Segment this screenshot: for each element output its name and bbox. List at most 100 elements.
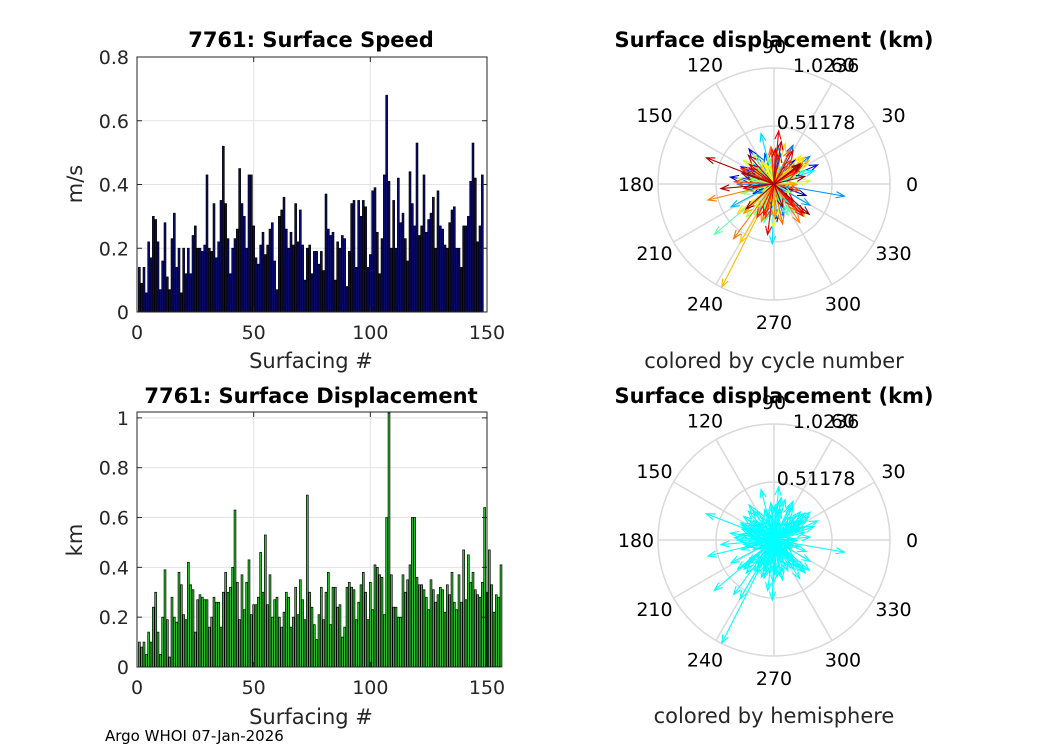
bar	[198, 247, 202, 313]
bar	[411, 517, 414, 668]
vector-arrowhead	[739, 165, 750, 174]
bar	[350, 203, 353, 313]
bar	[462, 549, 465, 668]
bar	[441, 228, 444, 313]
bar	[250, 614, 253, 668]
bar	[380, 576, 384, 668]
bar	[392, 606, 395, 668]
vector-arrowhead	[729, 199, 740, 208]
bar	[406, 260, 409, 313]
bar	[427, 219, 430, 313]
bar	[156, 241, 160, 313]
vector-arrowhead	[790, 541, 801, 549]
bar	[231, 567, 234, 668]
bar	[163, 222, 167, 313]
angle-tick-label: 150	[636, 105, 672, 127]
bar	[329, 624, 332, 668]
bar	[194, 631, 197, 668]
bar	[180, 292, 183, 313]
angle-tick-label: 60	[831, 410, 855, 432]
bar	[159, 654, 162, 668]
displacement-vector	[773, 539, 797, 542]
bar	[224, 571, 227, 668]
bar	[240, 203, 244, 313]
vector-arrowhead	[787, 536, 799, 544]
bar	[481, 581, 484, 668]
bar	[462, 225, 465, 313]
x-tick-label: 100	[352, 677, 388, 699]
radius-tick-label: 0.51178	[777, 468, 856, 490]
displacement-vector	[767, 539, 775, 591]
bar	[152, 606, 155, 668]
polar-cycle-chart: Surface displacement (km) colored by cyc…	[614, 28, 933, 373]
bar	[250, 174, 253, 313]
bar	[327, 228, 330, 313]
bar	[247, 174, 251, 313]
displacement-vector	[773, 519, 801, 541]
vector-arrowhead	[713, 582, 723, 592]
bar	[394, 247, 398, 313]
bar	[357, 200, 360, 313]
bar	[378, 273, 381, 313]
bar	[212, 596, 216, 668]
bar	[254, 604, 258, 668]
vector-arrowhead	[736, 561, 747, 571]
bar	[184, 619, 188, 668]
vector-arrowhead	[776, 198, 784, 209]
displacement-vector	[761, 160, 775, 185]
bar	[492, 611, 496, 668]
bar	[371, 609, 374, 668]
vector-arrowhead	[801, 178, 812, 186]
bar	[411, 203, 414, 313]
bar	[425, 596, 428, 668]
bar	[275, 289, 279, 313]
polar-hemisphere-caption: colored by hemisphere	[654, 704, 895, 728]
bar	[226, 591, 230, 668]
displacement-vector	[773, 148, 776, 185]
bar	[215, 601, 218, 668]
bar	[371, 190, 374, 313]
displacement-bar-chart: 7761: Surface Displacement Surfacing # k…	[63, 384, 505, 729]
vector-arrowhead	[776, 554, 784, 565]
bar	[383, 174, 386, 313]
bar	[467, 554, 470, 668]
bar	[434, 601, 437, 668]
bar	[476, 241, 479, 313]
vector-arrowhead	[796, 170, 807, 178]
bars	[138, 94, 484, 313]
bar	[310, 606, 314, 668]
bar	[429, 579, 433, 668]
bar	[154, 591, 157, 668]
vector-arrowhead	[804, 525, 816, 533]
bar	[198, 594, 202, 668]
vector-arrowhead	[748, 163, 758, 173]
bar	[243, 216, 246, 313]
bar	[257, 263, 260, 313]
angle-tick-label: 300	[825, 650, 861, 672]
vector-arrowhead	[782, 504, 791, 516]
vector-arrowhead	[792, 569, 801, 581]
displacement-vector	[773, 141, 782, 185]
bar	[289, 231, 293, 313]
bar	[268, 574, 272, 668]
bar	[170, 238, 174, 313]
bar	[163, 569, 167, 668]
bar	[231, 247, 234, 313]
speed-chart-title: 7761: Surface Speed	[188, 28, 434, 52]
bar	[429, 212, 433, 313]
bar	[257, 596, 260, 668]
polar-hemisphere-chart: Surface displacement (km) colored by hem…	[614, 384, 933, 728]
y-tick-label: 0.2	[99, 607, 129, 629]
vector-arrowhead	[796, 545, 808, 553]
bar	[334, 279, 337, 313]
bar	[166, 619, 169, 668]
bar	[303, 619, 307, 668]
bar	[474, 589, 477, 668]
vector-arrowhead	[784, 519, 795, 530]
vector-arrowhead	[770, 218, 778, 229]
displacement-vector	[773, 539, 784, 564]
vector-arrowhead	[706, 550, 717, 558]
bar	[299, 209, 302, 313]
displacement-vector	[707, 183, 775, 201]
bar	[369, 581, 372, 668]
